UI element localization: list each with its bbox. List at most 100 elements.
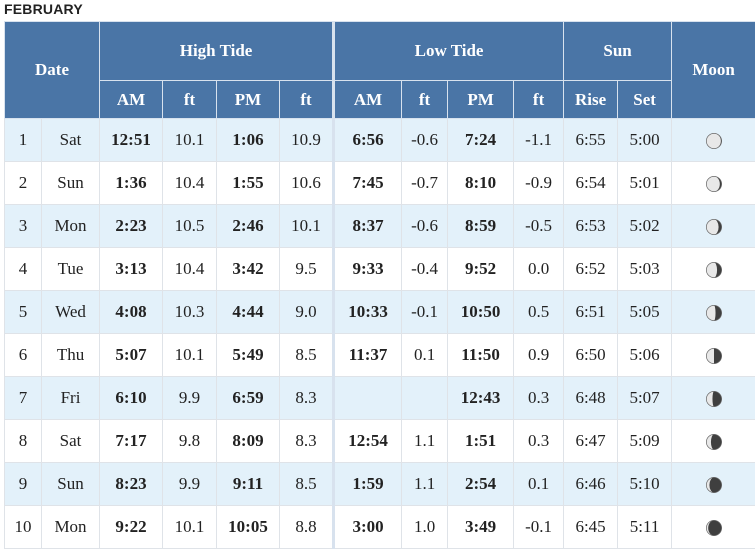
low-am-time-cell <box>332 376 403 420</box>
high-pm-height-cell: 10.6 <box>279 161 335 205</box>
sunrise-cell: 6:55 <box>563 118 619 162</box>
low-pm-height-cell: 0.5 <box>513 290 565 334</box>
moon-phase-icon <box>705 262 722 279</box>
header-sun-rise: Rise <box>563 80 619 119</box>
header-low-am-ft: ft <box>401 80 449 119</box>
low-am-time-cell: 12:54 <box>332 419 403 463</box>
moon-phase-icon <box>705 477 722 494</box>
high-am-height-cell: 10.1 <box>162 333 218 377</box>
high-am-height-cell: 10.1 <box>162 505 218 549</box>
sunset-cell: 5:07 <box>617 376 673 420</box>
low-am-height-cell: 1.1 <box>401 462 449 506</box>
date-day-cell: 6 <box>4 333 42 377</box>
sunrise-cell: 6:51 <box>563 290 619 334</box>
header-high-am-ft: ft <box>162 80 218 119</box>
high-pm-time-cell: 8:09 <box>216 419 281 463</box>
high-pm-time-cell: 1:06 <box>216 118 281 162</box>
table-row: 5 Wed 4:08 10.3 4:44 9.0 10:33 -0.1 10:50 0.5 6:51… <box>4 290 755 334</box>
low-am-time-cell: 10:33 <box>332 290 403 334</box>
low-am-time-cell: 7:45 <box>332 161 403 205</box>
low-am-height-cell: 1.0 <box>401 505 449 549</box>
low-am-height-cell: -0.7 <box>401 161 449 205</box>
header-moon: Moon <box>671 21 755 119</box>
date-weekday-cell: Sat <box>40 118 101 162</box>
sunset-cell: 5:00 <box>617 118 673 162</box>
low-am-height-cell: -0.4 <box>401 247 449 291</box>
low-pm-height-cell: 0.9 <box>513 333 565 377</box>
date-day-cell: 7 <box>4 376 42 420</box>
low-pm-time-cell: 7:24 <box>447 118 515 162</box>
low-am-time-cell: 1:59 <box>332 462 403 506</box>
sunrise-cell: 6:54 <box>563 161 619 205</box>
high-pm-time-cell: 3:42 <box>216 247 281 291</box>
low-am-height-cell: 0.1 <box>401 333 449 377</box>
date-day-cell: 9 <box>4 462 42 506</box>
high-am-time-cell: 8:23 <box>99 462 164 506</box>
high-pm-time-cell: 6:59 <box>216 376 281 420</box>
date-day-cell: 10 <box>4 505 42 549</box>
moon-phase-icon <box>705 219 722 236</box>
low-pm-height-cell: 0.1 <box>513 462 565 506</box>
moon-phase-cell <box>671 118 755 162</box>
high-pm-height-cell: 8.8 <box>279 505 335 549</box>
sunrise-cell: 6:46 <box>563 462 619 506</box>
high-am-height-cell: 9.9 <box>162 462 218 506</box>
low-am-height-cell: -0.1 <box>401 290 449 334</box>
high-pm-height-cell: 8.3 <box>279 419 335 463</box>
high-am-height-cell: 10.4 <box>162 247 218 291</box>
moon-phase-icon <box>705 520 722 537</box>
sunrise-cell: 6:53 <box>563 204 619 248</box>
low-am-time-cell: 3:00 <box>332 505 403 549</box>
low-am-time-cell: 8:37 <box>332 204 403 248</box>
high-pm-time-cell: 1:55 <box>216 161 281 205</box>
sunset-cell: 5:03 <box>617 247 673 291</box>
low-pm-height-cell: 0.3 <box>513 419 565 463</box>
high-am-time-cell: 12:51 <box>99 118 164 162</box>
high-am-height-cell: 9.8 <box>162 419 218 463</box>
high-am-height-cell: 10.1 <box>162 118 218 162</box>
sunrise-cell: 6:45 <box>563 505 619 549</box>
high-am-time-cell: 1:36 <box>99 161 164 205</box>
low-pm-height-cell: 0.0 <box>513 247 565 291</box>
header-high-pm-ft: ft <box>279 80 335 119</box>
low-pm-time-cell: 3:49 <box>447 505 515 549</box>
low-am-time-cell: 11:37 <box>332 333 403 377</box>
date-day-cell: 2 <box>4 161 42 205</box>
date-weekday-cell: Mon <box>40 505 101 549</box>
moon-phase-cell <box>671 247 755 291</box>
low-am-height-cell: 1.1 <box>401 419 449 463</box>
high-pm-height-cell: 8.5 <box>279 333 335 377</box>
date-weekday-cell: Tue <box>40 247 101 291</box>
low-pm-time-cell: 9:52 <box>447 247 515 291</box>
date-day-cell: 5 <box>4 290 42 334</box>
low-pm-time-cell: 8:59 <box>447 204 515 248</box>
moon-phase-icon <box>705 305 722 322</box>
low-am-height-cell: -0.6 <box>401 204 449 248</box>
header-high-am: AM <box>99 80 164 119</box>
moon-phase-icon <box>705 176 722 193</box>
high-pm-time-cell: 2:46 <box>216 204 281 248</box>
low-pm-height-cell: -0.1 <box>513 505 565 549</box>
moon-phase-icon <box>705 348 722 365</box>
high-am-time-cell: 6:10 <box>99 376 164 420</box>
moon-phase-cell <box>671 505 755 549</box>
high-am-time-cell: 5:07 <box>99 333 164 377</box>
low-pm-time-cell: 8:10 <box>447 161 515 205</box>
moon-phase-cell <box>671 376 755 420</box>
low-am-time-cell: 6:56 <box>332 118 403 162</box>
moon-phase-cell <box>671 290 755 334</box>
high-pm-height-cell: 10.9 <box>279 118 335 162</box>
date-weekday-cell: Thu <box>40 333 101 377</box>
date-weekday-cell: Mon <box>40 204 101 248</box>
low-pm-height-cell: -0.9 <box>513 161 565 205</box>
low-pm-time-cell: 11:50 <box>447 333 515 377</box>
date-weekday-cell: Sun <box>40 462 101 506</box>
table-row: 9 Sun 8:23 9.9 9:11 8.5 1:59 1.1 2:54 0.1 6:46 5:10 <box>4 462 755 506</box>
moon-phase-icon <box>705 391 722 408</box>
sunrise-cell: 6:50 <box>563 333 619 377</box>
high-am-time-cell: 2:23 <box>99 204 164 248</box>
sunrise-cell: 6:52 <box>563 247 619 291</box>
header-low-pm: PM <box>447 80 515 119</box>
high-pm-time-cell: 5:49 <box>216 333 281 377</box>
date-day-cell: 3 <box>4 204 42 248</box>
